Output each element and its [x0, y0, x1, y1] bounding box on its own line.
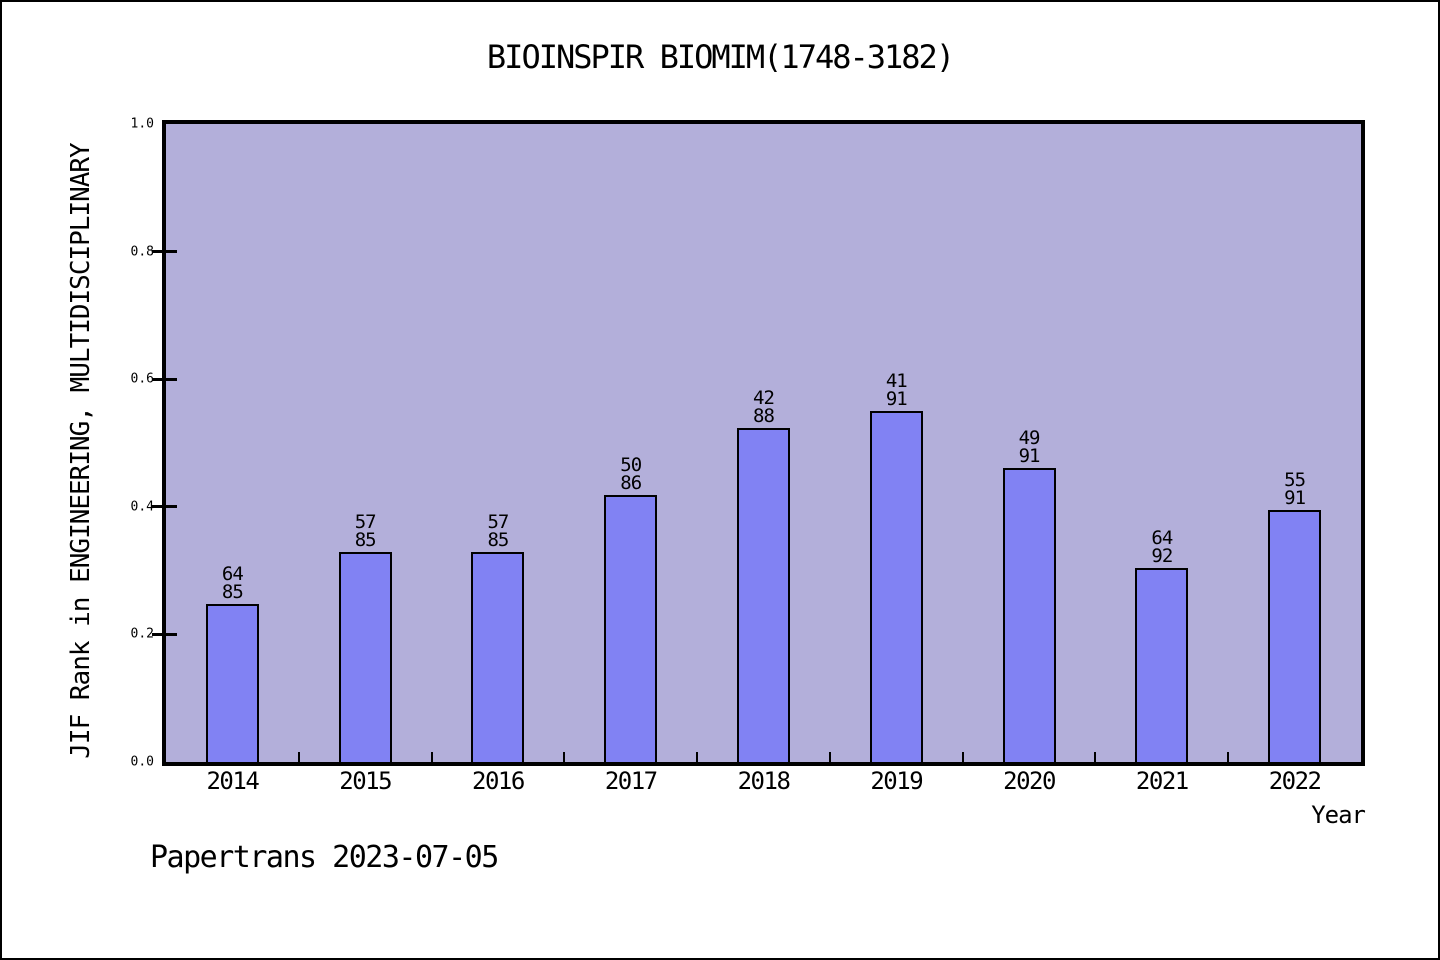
x-axis-label: Year	[1311, 801, 1366, 829]
x-tick-label-2014: 2014	[206, 767, 259, 795]
x-tick-label-2019: 2019	[870, 767, 923, 795]
bar-value-label: 64 92	[1117, 527, 1207, 567]
x-tick-label-2018: 2018	[737, 767, 791, 795]
bar-total-value: 88	[753, 405, 775, 427]
watermark-annotation: Papertrans 2023-07-05	[150, 840, 499, 875]
y-tick-label: 0.8	[130, 244, 154, 260]
bar-rank-value: 50	[620, 454, 642, 476]
x-minor-tick	[961, 752, 964, 762]
bar-value-label: 64 85	[187, 563, 277, 603]
bar-total-value: 85	[221, 581, 244, 603]
bar-2022	[1268, 510, 1322, 762]
y-tick-label: 0.0	[130, 754, 154, 770]
bar-rank-value: 64	[1151, 527, 1173, 549]
bar-total-value: 91	[885, 388, 908, 410]
bar-value-label: 42 88	[719, 387, 809, 427]
y-tick-label: 0.4	[130, 499, 154, 515]
x-minor-tick	[1094, 752, 1097, 762]
bar-2020	[1002, 468, 1056, 762]
bar-2014	[205, 604, 259, 762]
y-tick-label: 0.2	[130, 626, 154, 642]
bar-rank-value: 57	[354, 511, 377, 533]
bar-value-label: 57 85	[453, 511, 543, 551]
x-tick-label-2022: 2022	[1268, 767, 1322, 795]
bar-rank-value: 49	[1018, 427, 1041, 449]
x-minor-tick	[563, 752, 566, 762]
bar-rank-value: 57	[487, 511, 509, 533]
bar-value-label: 49 91	[984, 427, 1074, 467]
x-tick-label-2015: 2015	[339, 767, 392, 795]
bar-2019	[869, 411, 923, 762]
y-tick	[152, 250, 177, 254]
bar-rank-value: 42	[753, 387, 775, 409]
y-tick-label: 0.6	[130, 371, 154, 387]
bar-total-value: 85	[487, 529, 509, 551]
y-axis-label: JIF Rank in ENGINEERING, MULTIDISCIPLINA…	[66, 143, 96, 759]
x-minor-tick	[828, 752, 831, 762]
bar-total-value: 86	[620, 472, 642, 494]
bar-rank-value: 41	[885, 370, 908, 392]
bar-value-label: 57 85	[320, 511, 410, 551]
x-tick-label-2020: 2020	[1003, 767, 1056, 795]
bar-rank-value: 64	[221, 563, 244, 585]
plot-area: 64 85 57 85 57 85 50 86 42 88 41 91 49 91 64 92 55 91	[162, 120, 1365, 766]
x-minor-tick	[1227, 752, 1230, 762]
x-minor-tick	[297, 752, 300, 762]
y-tick	[152, 505, 177, 509]
bar-total-value: 91	[1018, 445, 1041, 467]
bar-total-value: 92	[1151, 545, 1173, 567]
bar-2018	[737, 428, 790, 762]
y-tick	[152, 632, 177, 636]
bar-total-value: 85	[354, 529, 377, 551]
bar-2021	[1135, 568, 1189, 762]
x-tick-label-2017: 2017	[604, 767, 658, 795]
bar-2017	[604, 495, 658, 762]
bar-value-label: 50 86	[586, 454, 676, 494]
bar-2015	[338, 552, 392, 762]
chart-title: BIOINSPIR BIOMIM(1748-3182)	[486, 38, 955, 76]
bar-value-label: 55 91	[1250, 469, 1340, 509]
x-minor-tick	[430, 752, 433, 762]
bar-value-label: 41 91	[851, 370, 941, 410]
y-tick	[152, 377, 177, 381]
x-tick-label-2021: 2021	[1135, 767, 1189, 795]
x-minor-tick	[696, 752, 699, 762]
bar-2016	[471, 552, 525, 762]
bar-rank-value: 55	[1284, 469, 1306, 491]
y-tick-label: 1.0	[130, 116, 154, 132]
bar-total-value: 91	[1284, 487, 1306, 509]
x-tick-label-2016: 2016	[472, 767, 525, 795]
